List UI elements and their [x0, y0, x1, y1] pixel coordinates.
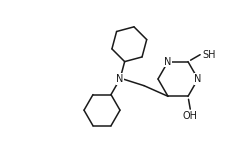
Text: N: N: [164, 57, 172, 67]
Text: OH: OH: [183, 111, 198, 121]
Text: N: N: [116, 74, 124, 84]
Text: N: N: [194, 74, 202, 84]
Text: SH: SH: [202, 50, 216, 60]
